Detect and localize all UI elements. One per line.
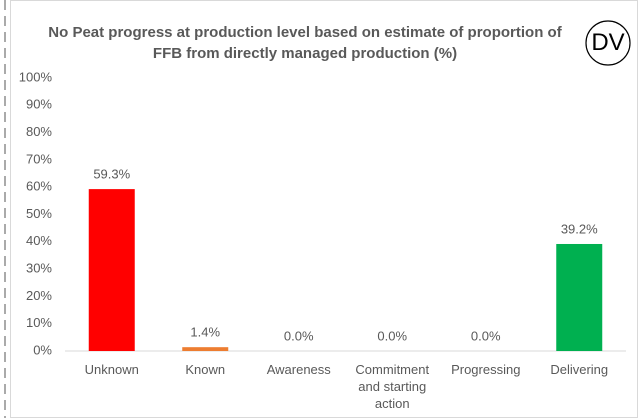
y-tick-label: 90% [26,97,52,112]
y-tick-label: 0% [33,342,52,357]
x-tick-label: Delivering [550,362,609,377]
value-label: 0.0% [377,328,407,343]
chart-title: No Peat progress at production level bas… [48,24,562,62]
value-label: 0.0% [471,328,501,343]
y-tick-label: 40% [26,233,52,248]
bar [88,189,135,351]
y-tick-label: 60% [26,179,52,194]
y-tick-label: 80% [26,124,52,139]
x-tick-label: Progressing [451,362,521,377]
value-label: 39.2% [561,221,598,236]
logo-circle [585,20,631,66]
value-label: 1.4% [190,325,220,340]
x-tick-label: Known [185,362,226,377]
x-tick-label: Commitment and starting action [355,362,430,411]
y-tick-label: 20% [26,288,52,303]
x-tick-label: Awareness [266,362,331,377]
bar [556,243,603,351]
y-tick-label: 70% [26,151,52,166]
x-tick-label: Unknown [84,362,139,377]
y-tick-label: 10% [26,315,52,330]
bar [182,347,229,351]
y-tick-label: 50% [26,206,52,221]
value-label: 0.0% [284,328,314,343]
y-tick-label: 30% [26,261,52,276]
logo: DV [591,29,625,56]
y-tick-label: 100% [19,69,53,84]
value-label: 59.3% [93,167,130,182]
